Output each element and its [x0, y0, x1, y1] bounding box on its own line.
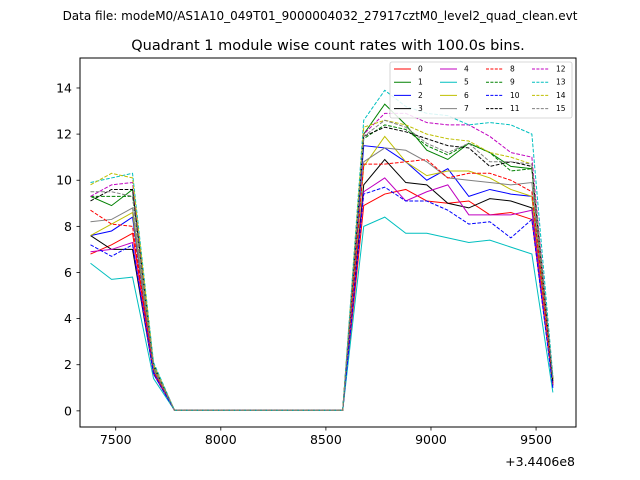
legend-label-2: 2: [418, 91, 423, 100]
legend-label-4: 4: [464, 65, 469, 74]
series-line-8: [90, 158, 554, 411]
chart-title: Quadrant 1 module wise count rates with …: [131, 38, 525, 54]
y-tick-label: 6: [64, 265, 72, 280]
legend-label-10: 10: [510, 91, 520, 100]
legend-label-15: 15: [556, 104, 566, 113]
legend-label-12: 12: [556, 65, 566, 74]
y-tick-label: 2: [64, 357, 72, 372]
legend-label-9: 9: [510, 78, 515, 87]
y-tick-label: 4: [64, 311, 72, 326]
legend-label-13: 13: [556, 78, 566, 87]
series-line-3: [90, 158, 554, 411]
y-tick-label: 8: [64, 219, 72, 234]
series-line-2: [90, 145, 554, 411]
y-tick-label: 12: [56, 127, 72, 142]
series-line-11: [90, 126, 554, 411]
legend-box: [389, 61, 573, 119]
chart-suptitle: Data file: modeM0/AS1A10_049T01_90000040…: [63, 9, 578, 23]
series-line-9: [90, 124, 554, 411]
x-tick-label: 7500: [100, 432, 132, 447]
series-line-15: [90, 119, 554, 411]
legend-label-14: 14: [556, 91, 566, 100]
axes-frame: [79, 57, 577, 428]
legend-label-5: 5: [464, 78, 469, 87]
legend-label-3: 3: [418, 104, 423, 113]
series-line-6: [90, 135, 554, 411]
series-line-7: [90, 147, 554, 411]
x-tick-label: 8000: [205, 432, 237, 447]
series-line-14: [90, 119, 554, 411]
legend-label-11: 11: [510, 104, 520, 113]
legend-label-0: 0: [418, 65, 423, 74]
x-tick-label: 9500: [520, 432, 552, 447]
legend-label-7: 7: [464, 104, 469, 113]
y-tick-label: 10: [56, 173, 72, 188]
series-line-12: [90, 112, 554, 411]
y-tick-label: 14: [56, 80, 72, 95]
legend-label-6: 6: [464, 91, 469, 100]
series-line-13: [90, 89, 554, 411]
series-line-4: [90, 177, 554, 411]
x-tick-label: 9000: [415, 432, 447, 447]
legend-label-1: 1: [418, 78, 423, 87]
y-tick-label: 0: [64, 403, 72, 418]
series-layer: [90, 89, 554, 411]
x-offset-label: +3.4406e8: [505, 454, 575, 469]
legend-label-8: 8: [510, 65, 515, 74]
x-tick-label: 8500: [310, 432, 342, 447]
